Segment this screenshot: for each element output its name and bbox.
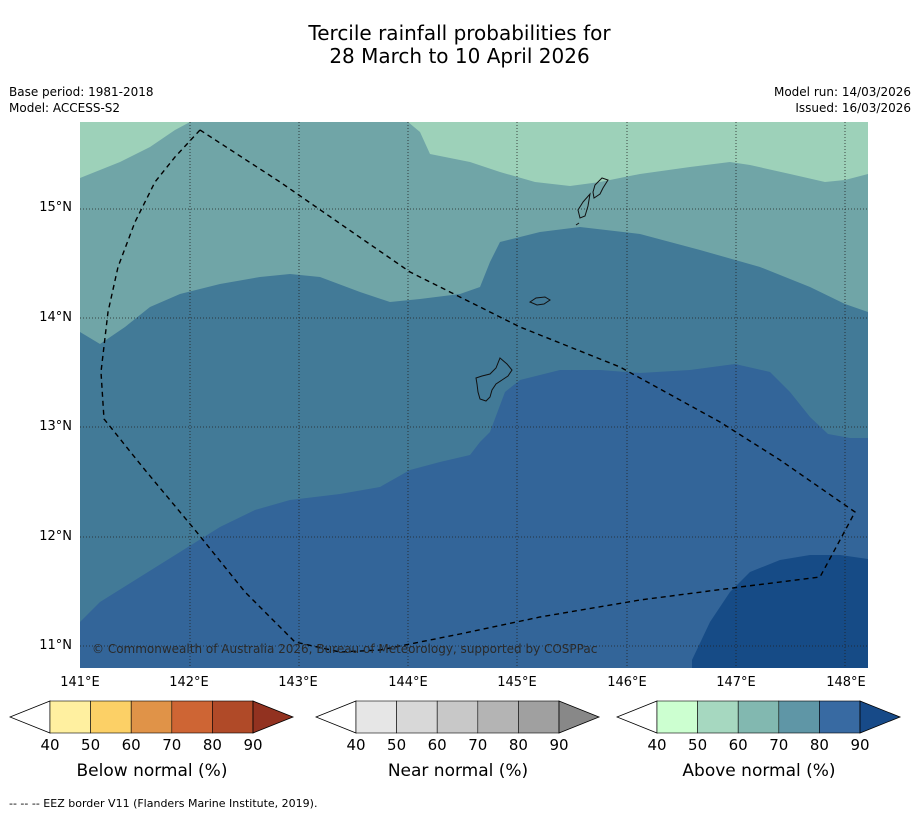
island-tinian <box>577 192 591 219</box>
lon-label-141: 141°E <box>60 675 100 690</box>
colorbar-near-swatches <box>315 700 601 734</box>
colorbar-swatch <box>477 700 519 734</box>
lat-label-15: 15°N <box>39 200 72 215</box>
colorbar-tick-label: 80 <box>508 736 528 754</box>
colorbar-extend-low <box>9 700 51 734</box>
colorbar-extend-low <box>315 700 357 734</box>
colorbar-swatch <box>49 700 91 734</box>
colorbar-below-title: Below normal (%) <box>76 761 228 781</box>
colorbar-swatch <box>737 700 780 734</box>
region-above-90 <box>692 555 868 668</box>
metadata-right: Model run: 14/03/2026 Issued: 16/03/2026 <box>774 84 911 116</box>
colorbar-swatch <box>778 700 820 734</box>
lon-label-145: 145°E <box>497 675 537 690</box>
colorbar-swatch <box>656 700 698 734</box>
lat-label-14: 14°N <box>39 310 72 325</box>
lon-label-144: 144°E <box>388 675 428 690</box>
lon-label-147: 147°E <box>716 675 756 690</box>
lon-label-142: 142°E <box>169 675 209 690</box>
colorbar-tick-label: 70 <box>468 736 488 754</box>
region-above-50-west <box>80 122 190 178</box>
colorbar-tick-label: 50 <box>688 736 708 754</box>
islands <box>475 177 609 402</box>
map-title: Tercile rainfall probabilities for 28 Ma… <box>0 22 919 68</box>
colorbar-swatch <box>212 700 254 734</box>
lat-label-13: 13°N <box>39 419 72 434</box>
colorbar-extend-low <box>616 700 658 734</box>
colorbar-swatch <box>130 700 173 734</box>
colorbar-swatch <box>697 700 739 734</box>
colorbar-swatch <box>90 700 132 734</box>
region-above-50-east <box>408 122 868 186</box>
colorbar-above-swatches <box>616 700 902 734</box>
colorbar-tick-label: 50 <box>387 736 407 754</box>
colorbar-extend-high <box>558 700 601 734</box>
title-line-1: Tercile rainfall probabilities for <box>308 21 611 45</box>
region-above-80 <box>80 364 868 668</box>
colorbar-above-normal <box>616 700 902 734</box>
colorbar-below-swatches <box>9 700 295 734</box>
metadata-left: Base period: 1981-2018 Model: ACCESS-S2 <box>9 84 154 116</box>
colorbar-extend-high <box>252 700 295 734</box>
lon-label-143: 143°E <box>278 675 318 690</box>
colorbar-tick-label: 80 <box>809 736 829 754</box>
island-guam <box>475 357 513 402</box>
colorbar-tick-label: 60 <box>728 736 748 754</box>
colorbar-near-normal <box>315 700 601 734</box>
title-line-2: 28 March to 10 April 2026 <box>329 44 590 68</box>
colorbar-swatch <box>436 700 479 734</box>
lat-label-11: 11°N <box>39 638 72 653</box>
island-rota <box>528 296 551 306</box>
colorbar-swatch <box>355 700 397 734</box>
graticule <box>80 122 868 668</box>
colorbar-tick-label: 60 <box>121 736 141 754</box>
island-saipan <box>592 177 609 199</box>
eez-border <box>100 129 856 653</box>
colorbar-tick-label: 90 <box>850 736 870 754</box>
colorbar-tick-label: 80 <box>202 736 222 754</box>
colorbar-tick-label: 60 <box>427 736 447 754</box>
colorbar-below-normal <box>9 700 295 734</box>
eez-footnote: -- -- -- EEZ border V11 (Flanders Marine… <box>9 797 318 810</box>
colorbar-extend-high <box>859 700 902 734</box>
colorbar-above-title: Above normal (%) <box>682 761 836 781</box>
colorbar-tick-label: 50 <box>81 736 101 754</box>
colorbar-tick-label: 90 <box>549 736 569 754</box>
issued-text: Issued: 16/03/2026 <box>795 101 911 115</box>
colorbar-tick-label: 90 <box>243 736 263 754</box>
probability-map: © Commonwealth of Australia 2026, Bureau… <box>80 122 868 668</box>
island-islet <box>575 222 580 226</box>
colorbar-tick-label: 40 <box>346 736 366 754</box>
colorbar-swatch <box>819 700 861 734</box>
model-run-text: Model run: 14/03/2026 <box>773 85 911 99</box>
colorbar-tick-label: 40 <box>647 736 667 754</box>
lat-label-12: 12°N <box>39 529 72 544</box>
colorbar-swatch <box>396 700 438 734</box>
base-period-text: Base period: 1981-2018 <box>9 85 154 99</box>
colorbar-swatch <box>171 700 213 734</box>
colorbar-tick-label: 70 <box>769 736 789 754</box>
colorbar-tick-label: 40 <box>40 736 60 754</box>
copyright-text: © Commonwealth of Australia 2026, Bureau… <box>92 642 597 656</box>
colorbar-swatch <box>518 700 560 734</box>
lon-label-148: 148°E <box>826 675 866 690</box>
colorbar-near-title: Near normal (%) <box>387 761 529 781</box>
colorbar-tick-label: 70 <box>162 736 182 754</box>
lon-label-146: 146°E <box>607 675 647 690</box>
model-text: Model: ACCESS-S2 <box>9 101 121 115</box>
